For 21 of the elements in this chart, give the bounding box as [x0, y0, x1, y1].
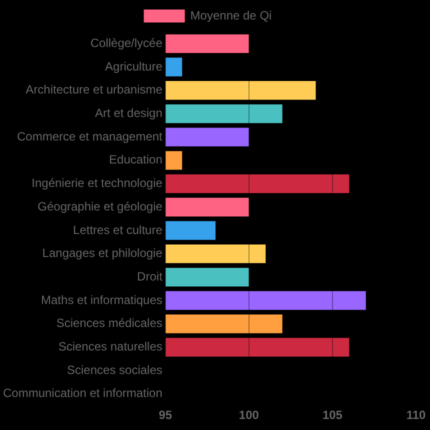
y-tick-label: Lettres et culture — [73, 222, 163, 237]
y-tick-label: Education — [109, 152, 162, 167]
y-tick-label: Art et design — [95, 106, 162, 120]
y-tick-label: Droit — [137, 269, 164, 284]
y-tick-label: Commerce et management — [17, 129, 164, 144]
x-tick-label: 110 — [406, 408, 426, 422]
y-tick-label: Agriculture — [105, 59, 163, 74]
y-tick-label: Sciences sociales — [67, 362, 162, 377]
x-tick-label: 100 — [238, 408, 260, 422]
y-tick-label: Communication et information — [3, 386, 162, 400]
y-tick-label: Maths et informatiques — [41, 292, 162, 307]
legend-label: Moyenne de Qi — [190, 8, 272, 22]
y-tick-label: Architecture et urbanisme — [26, 82, 163, 97]
y-tick-label: Sciences naturelles — [58, 340, 162, 354]
y-tick-label: Langages et philologie — [42, 246, 163, 260]
x-tick-label: 95 — [158, 408, 172, 422]
y-tick-label: Collège/lycée — [90, 36, 163, 50]
y-tick-label: Géographie et géologie — [38, 199, 163, 214]
x-tick-label: 105 — [322, 408, 343, 422]
y-tick-label: Sciences médicales — [56, 316, 162, 330]
y-tick-label: Ingénierie et technologie — [32, 176, 163, 190]
